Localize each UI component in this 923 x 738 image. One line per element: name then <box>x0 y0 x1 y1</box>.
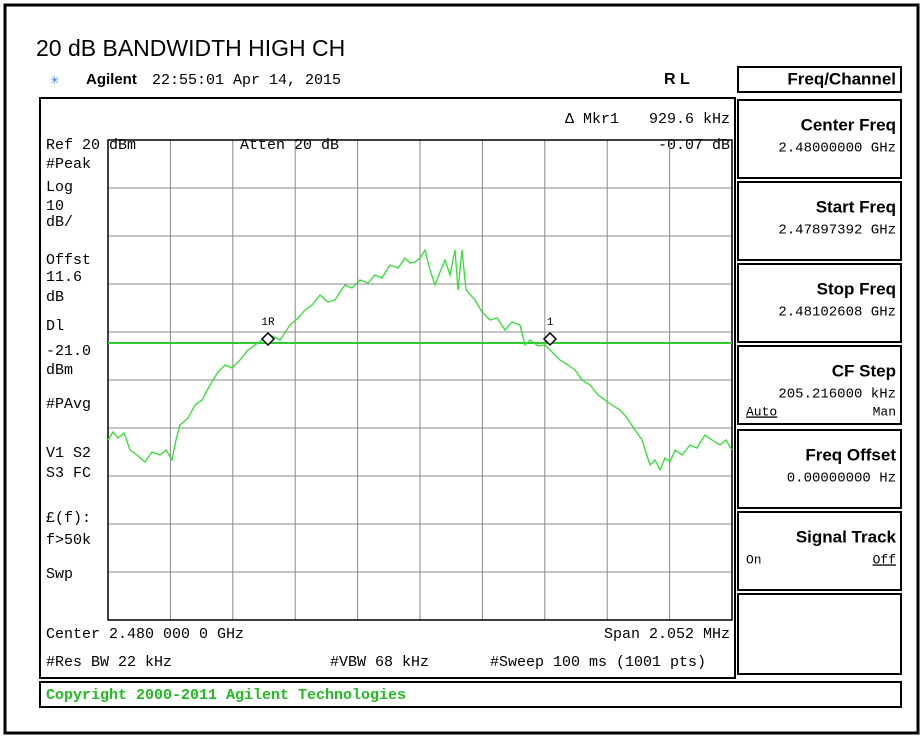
marker-diamond <box>260 331 276 347</box>
softkey-value: 0.00000000 Hz <box>787 471 896 487</box>
side-label: S3 FC <box>46 465 91 482</box>
screen-frame <box>39 97 736 679</box>
softkey-value: 205.216000 kHz <box>778 387 896 403</box>
marker-tag: 1 <box>547 317 554 329</box>
softkey-option: Auto <box>746 404 777 419</box>
side-label: Log <box>46 179 73 196</box>
softkey-option: Off <box>873 552 896 567</box>
side-label: dB/ <box>46 214 73 231</box>
softkey-option: On <box>746 552 762 567</box>
softkey[interactable] <box>737 181 902 261</box>
softkey-label: Center Freq <box>801 115 896 134</box>
marker-diamond <box>542 331 558 347</box>
softkey-label: Freq Offset <box>805 445 896 464</box>
softkey-empty[interactable] <box>737 593 902 675</box>
menu-title: Freq/Channel <box>787 69 896 88</box>
side-label: V1 S2 <box>46 445 91 462</box>
softkey[interactable] <box>737 99 902 179</box>
trace <box>107 248 733 472</box>
softkey-label: Stop Freq <box>817 279 896 298</box>
softkey-label: CF Step <box>832 361 896 380</box>
brand: Agilent <box>86 71 137 88</box>
ref-level: Ref 20 dBm <box>46 137 136 154</box>
side-label: #PAvg <box>46 396 91 413</box>
side-label: 10 <box>46 198 64 215</box>
softkeys: Center Freq 2.48000000 GHz Start Freq 2.478… <box>737 99 902 591</box>
span: Span 2.052 MHz <box>604 626 730 643</box>
side-label: #Peak <box>46 156 91 173</box>
center-freq: Center 2.480 000 0 GHz <box>46 626 244 643</box>
softkey[interactable] <box>737 263 902 343</box>
side-label: dB <box>46 289 64 306</box>
logo-icon: ✳ <box>50 72 59 89</box>
copyright: Copyright 2000-2011 Agilent Technologies <box>46 687 406 704</box>
marker-level: -0.07 dB <box>658 137 730 154</box>
marker-freq: 929.6 kHz <box>649 111 730 128</box>
softkey[interactable] <box>737 429 902 509</box>
title: 20 dB BANDWIDTH HIGH CH <box>36 35 345 61</box>
side-label: f>50k <box>46 532 91 549</box>
softkey-value: 2.47897392 GHz <box>778 223 896 239</box>
softkey-value: 2.48102608 GHz <box>778 305 896 321</box>
side-label: Dl <box>46 318 64 335</box>
markers: 1R 1 <box>260 317 558 347</box>
side-label: dBm <box>46 362 73 379</box>
marker-tag: 1R <box>261 317 275 329</box>
plot-frame <box>107 139 733 621</box>
marker-label: Δ Mkr1 <box>565 111 619 128</box>
side-label: Offst <box>46 252 91 269</box>
softkey-option: Man <box>873 404 896 419</box>
attenuation: Atten 20 dB <box>240 137 339 154</box>
side-label: Swp <box>46 566 73 583</box>
vbw: #VBW 68 kHz <box>330 654 429 671</box>
softkey[interactable] <box>737 511 902 591</box>
menu-title-box <box>737 66 902 93</box>
side-label: £(f): <box>46 510 91 527</box>
softkey-label: Start Freq <box>816 197 896 216</box>
softkey-label: Signal Track <box>796 527 897 546</box>
side-label: -21.0 <box>46 343 91 360</box>
sweep: #Sweep 100 ms (1001 pts) <box>490 654 706 671</box>
status-bar <box>39 681 902 708</box>
side-label: 11.6 <box>46 269 82 286</box>
graticule <box>108 140 732 620</box>
rbw: #Res BW 22 kHz <box>46 654 172 671</box>
status: R L <box>664 71 690 88</box>
timestamp: 22:55:01 Apr 14, 2015 <box>152 72 341 89</box>
softkey[interactable] <box>737 345 902 425</box>
softkey-value: 2.48000000 GHz <box>778 141 896 157</box>
